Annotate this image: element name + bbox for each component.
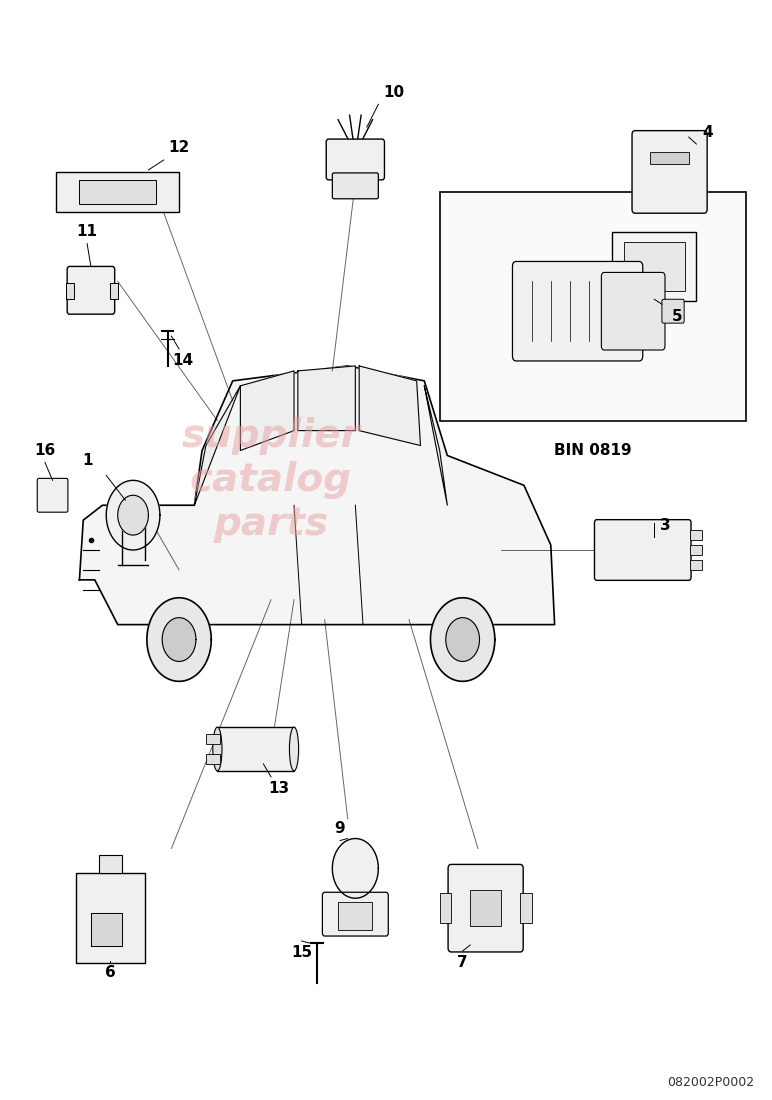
Bar — [612, 232, 696, 301]
Bar — [470, 890, 501, 926]
Polygon shape — [162, 618, 196, 661]
Bar — [99, 856, 121, 873]
Polygon shape — [240, 371, 294, 451]
Bar — [80, 180, 156, 204]
Text: 12: 12 — [168, 140, 190, 154]
Bar — [66, 284, 74, 299]
Text: 16: 16 — [34, 443, 56, 458]
FancyBboxPatch shape — [448, 865, 523, 952]
Polygon shape — [80, 366, 554, 625]
FancyBboxPatch shape — [601, 273, 665, 350]
Bar — [76, 873, 144, 962]
Bar — [624, 242, 685, 292]
Ellipse shape — [213, 727, 222, 771]
Bar — [56, 172, 179, 211]
FancyBboxPatch shape — [333, 173, 378, 199]
Bar — [218, 727, 294, 771]
Bar — [651, 152, 689, 164]
FancyBboxPatch shape — [513, 262, 643, 361]
Text: 4: 4 — [703, 124, 713, 140]
Text: supplier
catalog
parts: supplier catalog parts — [181, 417, 361, 543]
Text: 5: 5 — [672, 309, 682, 323]
Ellipse shape — [290, 727, 299, 771]
Polygon shape — [107, 481, 160, 550]
Polygon shape — [445, 618, 479, 661]
Text: 10: 10 — [383, 85, 405, 100]
FancyBboxPatch shape — [67, 266, 115, 315]
Polygon shape — [195, 386, 240, 505]
Bar — [338, 902, 372, 931]
FancyBboxPatch shape — [327, 139, 384, 180]
Text: 1: 1 — [82, 453, 93, 468]
Text: 15: 15 — [291, 946, 312, 960]
Bar — [206, 754, 220, 763]
Text: 14: 14 — [172, 353, 194, 369]
FancyBboxPatch shape — [662, 299, 684, 323]
Polygon shape — [298, 366, 355, 430]
Text: 6: 6 — [105, 966, 116, 980]
Text: BIN 0819: BIN 0819 — [554, 443, 631, 458]
Polygon shape — [118, 495, 148, 535]
Bar — [439, 191, 747, 420]
Text: 082002P0002: 082002P0002 — [667, 1076, 754, 1089]
Polygon shape — [333, 838, 378, 899]
FancyBboxPatch shape — [37, 478, 68, 513]
Bar — [690, 544, 702, 556]
Text: 13: 13 — [268, 781, 290, 796]
Bar — [520, 893, 532, 923]
Polygon shape — [431, 597, 495, 681]
Polygon shape — [121, 515, 144, 565]
Bar — [690, 530, 702, 540]
FancyBboxPatch shape — [632, 131, 707, 213]
Bar — [690, 560, 702, 570]
Text: 9: 9 — [335, 821, 345, 836]
Polygon shape — [425, 386, 447, 505]
Polygon shape — [91, 913, 121, 946]
Bar — [206, 734, 220, 744]
Text: 11: 11 — [76, 224, 97, 239]
Text: 3: 3 — [660, 518, 671, 532]
Polygon shape — [359, 366, 421, 446]
Bar — [110, 284, 118, 299]
Text: 7: 7 — [457, 956, 468, 970]
FancyBboxPatch shape — [594, 519, 691, 581]
Bar — [439, 893, 451, 923]
FancyBboxPatch shape — [323, 892, 388, 936]
Polygon shape — [147, 597, 212, 681]
